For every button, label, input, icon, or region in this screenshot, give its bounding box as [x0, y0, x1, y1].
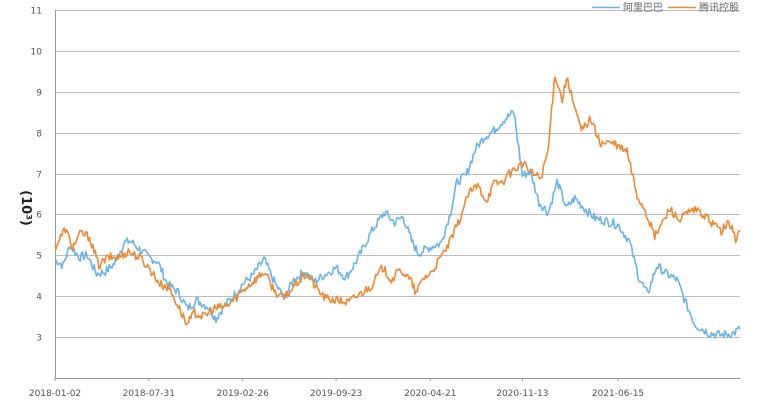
series-line-0: [54, 109, 741, 339]
series-lines: [54, 76, 741, 339]
y-tick-label: 4: [36, 293, 42, 303]
y-tick-labels: 3 4 5 6 7 8 9 10 11: [31, 7, 43, 344]
x-tick-label: 2020-04-21: [404, 389, 456, 399]
y-tick-label: 11: [31, 7, 42, 17]
y-tick-label: 7: [36, 171, 42, 181]
axes: [55, 10, 740, 379]
x-tick-label: 2021-06-15: [592, 389, 644, 399]
y-tick-label: 10: [31, 48, 43, 58]
x-tick-label: 2019-02-26: [217, 389, 270, 399]
x-tick-labels: 2018-01-02 2018-07-31 2019-02-26 2019-09-23…: [29, 378, 644, 399]
y-tick-label: 8: [36, 130, 42, 140]
y-tick-label: 6: [36, 211, 42, 221]
legend-label: 腾讯控股: [699, 1, 739, 14]
y-axis-label: (10³): [18, 190, 33, 226]
y-tick-label: 3: [36, 334, 42, 344]
x-tick-label: 2018-07-31: [123, 389, 175, 399]
grid-lines: [55, 10, 740, 338]
x-tick-label: 2019-09-23: [310, 389, 362, 399]
series-line-1: [54, 76, 740, 326]
x-tick-label: 2020-11-13: [496, 389, 548, 399]
y-tick-label: 9: [36, 89, 42, 99]
y-tick-label: 5: [36, 252, 42, 262]
x-tick-label: 2018-01-02: [29, 389, 81, 399]
legend: 阿里巴巴 腾讯控股: [592, 1, 739, 14]
legend-label: 阿里巴巴: [623, 2, 663, 14]
